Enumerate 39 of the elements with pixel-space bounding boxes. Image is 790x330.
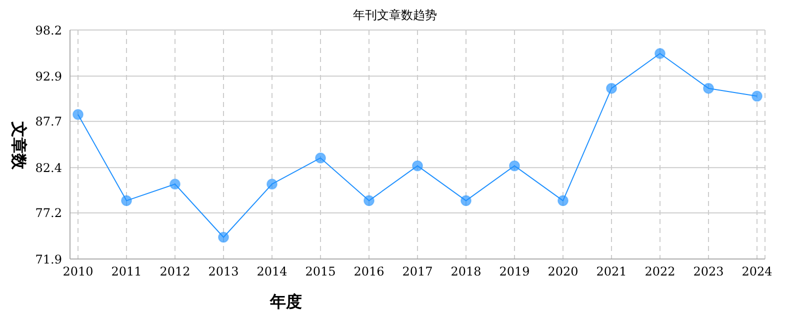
point	[121, 195, 132, 206]
x-tick-label: 2023	[693, 264, 724, 279]
point	[703, 82, 714, 94]
point	[509, 160, 520, 172]
y-axis-title: 文章数	[8, 120, 28, 172]
point	[72, 108, 84, 120]
y-tick-label: 87.7	[35, 114, 62, 129]
x-tick-label: 2010	[62, 264, 94, 279]
x-tick-label: 2017	[402, 264, 433, 279]
chart-title: 年刊文章数趋势	[352, 7, 438, 24]
x-tick-label: 2016	[354, 264, 384, 279]
point	[170, 178, 180, 190]
point	[606, 82, 617, 94]
x-tick-label: 2020	[548, 264, 578, 279]
point	[412, 160, 423, 172]
x-tick-label: 2014	[256, 264, 288, 279]
point	[654, 48, 666, 60]
point	[558, 195, 568, 206]
point	[752, 90, 762, 102]
y-tick-label: 92.9	[35, 69, 62, 84]
x-tick-label: 2018	[450, 264, 482, 279]
point	[460, 195, 472, 206]
y-tick-label: 82.4	[35, 160, 62, 175]
point	[364, 195, 374, 206]
x-tick-label: 2021	[596, 264, 627, 279]
y-tick-label: 71.9	[35, 252, 62, 266]
x-tick-label: 2015	[305, 264, 336, 279]
x-tick-label: 2024	[742, 264, 773, 279]
point	[218, 232, 229, 243]
x-axis-title: 年度	[270, 292, 302, 313]
point	[266, 178, 278, 190]
x-tick-label: 2022	[644, 264, 676, 279]
x-tick-label: 2012	[160, 264, 190, 279]
x-tick-label: 2011	[111, 264, 142, 279]
x-tick-label: 2013	[208, 264, 239, 279]
point	[315, 152, 326, 164]
y-tick-label: 98.2	[35, 23, 62, 38]
y-tick-label: 77.2	[35, 206, 62, 220]
x-tick-label: 2019	[499, 264, 530, 279]
